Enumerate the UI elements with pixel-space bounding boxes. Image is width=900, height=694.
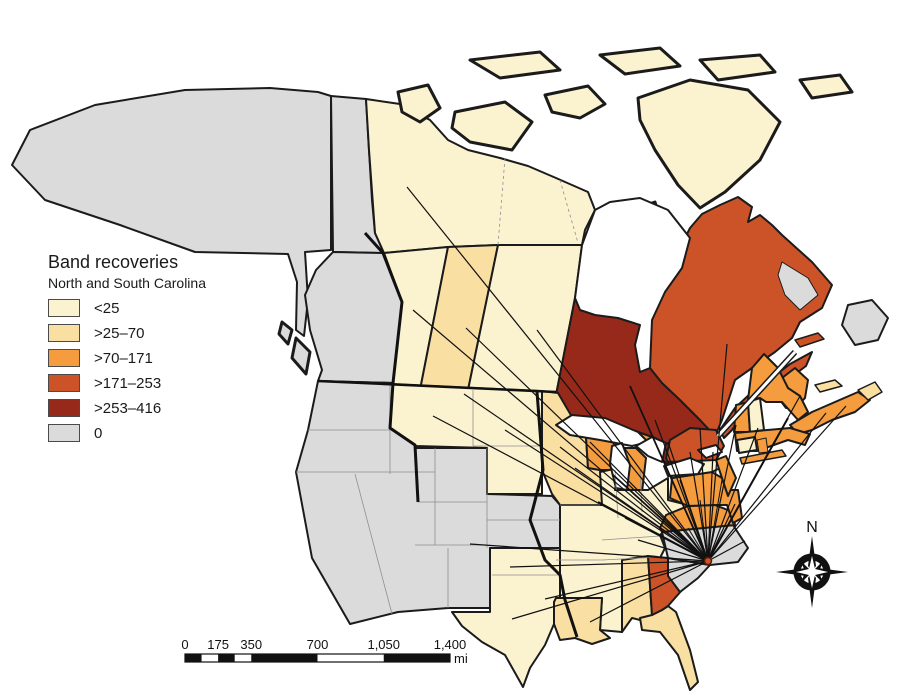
- region-newfoundland: [841, 299, 889, 346]
- legend-item-label: <25: [94, 299, 120, 317]
- recovery-line: [687, 527, 709, 562]
- recovery-line: [699, 427, 709, 562]
- region-maine: [747, 353, 809, 421]
- recovery-line: [611, 473, 709, 562]
- region-cape-breton: [857, 381, 883, 401]
- legend-item-label: >70–171: [94, 349, 153, 367]
- st-lawrence-river: [715, 349, 798, 439]
- recovery-line: [574, 467, 709, 562]
- scale-bar-segment: [383, 654, 450, 662]
- legend-item: >171–253: [48, 374, 206, 392]
- region-anticosti-island: [794, 332, 825, 348]
- recovery-line: [707, 479, 723, 562]
- compass-inner: [796, 556, 828, 588]
- legend-swatch: [48, 424, 80, 442]
- scale-bar-tick-label: 700: [307, 637, 329, 652]
- legend-item-label: >171–253: [94, 374, 162, 392]
- us-canada-border: [317, 379, 557, 394]
- legend-item: <25: [48, 299, 206, 317]
- recovery-line: [689, 451, 709, 562]
- scale-bar-unit: mi: [454, 651, 468, 666]
- lake-huron: [635, 436, 667, 463]
- flyway-boundary-west: [363, 231, 420, 503]
- scale-bar-tick-label: 350: [240, 637, 262, 652]
- legend-title: Band recoveries: [48, 252, 179, 272]
- geography-layer: [11, 46, 889, 691]
- region-labrador-gray-patch: [777, 261, 819, 311]
- scale-bar-tick-label: 1,400: [434, 637, 467, 652]
- flyway-boundary-central: [528, 391, 579, 638]
- flyway-boundaries: [363, 231, 579, 638]
- legend-item: >70–171: [48, 349, 206, 367]
- legend: Band recoveries North and South Carolina…: [48, 252, 206, 449]
- legend-item: >253–416: [48, 399, 206, 417]
- legend-subtitle: North and South Carolina: [48, 275, 206, 291]
- compass-rose: N: [776, 519, 848, 608]
- legend-swatch: [48, 299, 80, 317]
- region-rhode-island: [756, 437, 769, 454]
- recovery-line: [707, 529, 726, 562]
- scale-bar-tick-label: 0: [181, 637, 188, 652]
- recovery-line: [707, 424, 737, 562]
- recovery-line: [536, 329, 709, 562]
- recovery-line: [624, 517, 709, 562]
- legend-item-label: >25–70: [94, 324, 145, 342]
- recovery-line: [707, 503, 736, 562]
- scale-bar-tick-label: 175: [207, 637, 229, 652]
- lake-ontario: [697, 444, 723, 459]
- scale-bar-segment: [218, 654, 235, 662]
- recovery-line: [707, 343, 728, 562]
- recovery-line: [509, 560, 709, 568]
- legend-item: >25–70: [48, 324, 206, 342]
- recovery-line: [504, 429, 709, 562]
- legend-swatch: [48, 349, 80, 367]
- region-connecticut: [736, 436, 758, 454]
- recovery-line: [649, 504, 709, 562]
- region-british-columbia: [304, 251, 403, 384]
- recovery-line: [544, 560, 709, 600]
- region-bc-coast-islands: [277, 320, 312, 376]
- scale-bar: 0 175 350 700 1,050 1,400 mi: [181, 637, 467, 666]
- legend-item-label: >253–416: [94, 399, 162, 417]
- recovery-line: [707, 451, 714, 562]
- recovery-line: [629, 385, 709, 562]
- legend-swatch: [48, 374, 80, 392]
- recovery-line: [469, 543, 709, 562]
- recovery-lines: [406, 186, 847, 623]
- scale-bar-segment: [251, 654, 318, 662]
- recovery-line: [589, 441, 709, 562]
- recovery-line: [707, 405, 847, 562]
- recovery-line: [412, 309, 709, 562]
- recovery-line: [707, 412, 827, 562]
- region-pei: [814, 379, 843, 393]
- recovery-line: [699, 499, 709, 562]
- recovery-line: [679, 479, 709, 562]
- recovery-line: [637, 539, 709, 562]
- region-nwt-nunavut: [365, 98, 596, 254]
- legend-swatch: [48, 399, 80, 417]
- legend-items: <25 >25–70 >70–171 >171–253 >253–416 0: [48, 299, 206, 442]
- recovery-line: [589, 560, 709, 623]
- legend-item: 0: [48, 424, 206, 442]
- hudson-bay: [574, 197, 691, 373]
- recovery-line: [707, 540, 746, 562]
- scale-bar-segment: [185, 654, 202, 662]
- recovery-line: [654, 419, 709, 562]
- lake-michigan: [609, 442, 631, 491]
- recovery-line: [511, 560, 709, 620]
- scale-bar-tick-label: 1,050: [367, 637, 400, 652]
- legend-swatch: [48, 324, 80, 342]
- legend-item-label: 0: [94, 424, 103, 442]
- compass-north-label: N: [806, 519, 818, 536]
- banding-site-marker: [703, 556, 713, 566]
- recovery-line: [406, 186, 709, 562]
- water-layer: [555, 197, 723, 491]
- recovery-line: [559, 446, 709, 562]
- recovery-line: [707, 427, 759, 562]
